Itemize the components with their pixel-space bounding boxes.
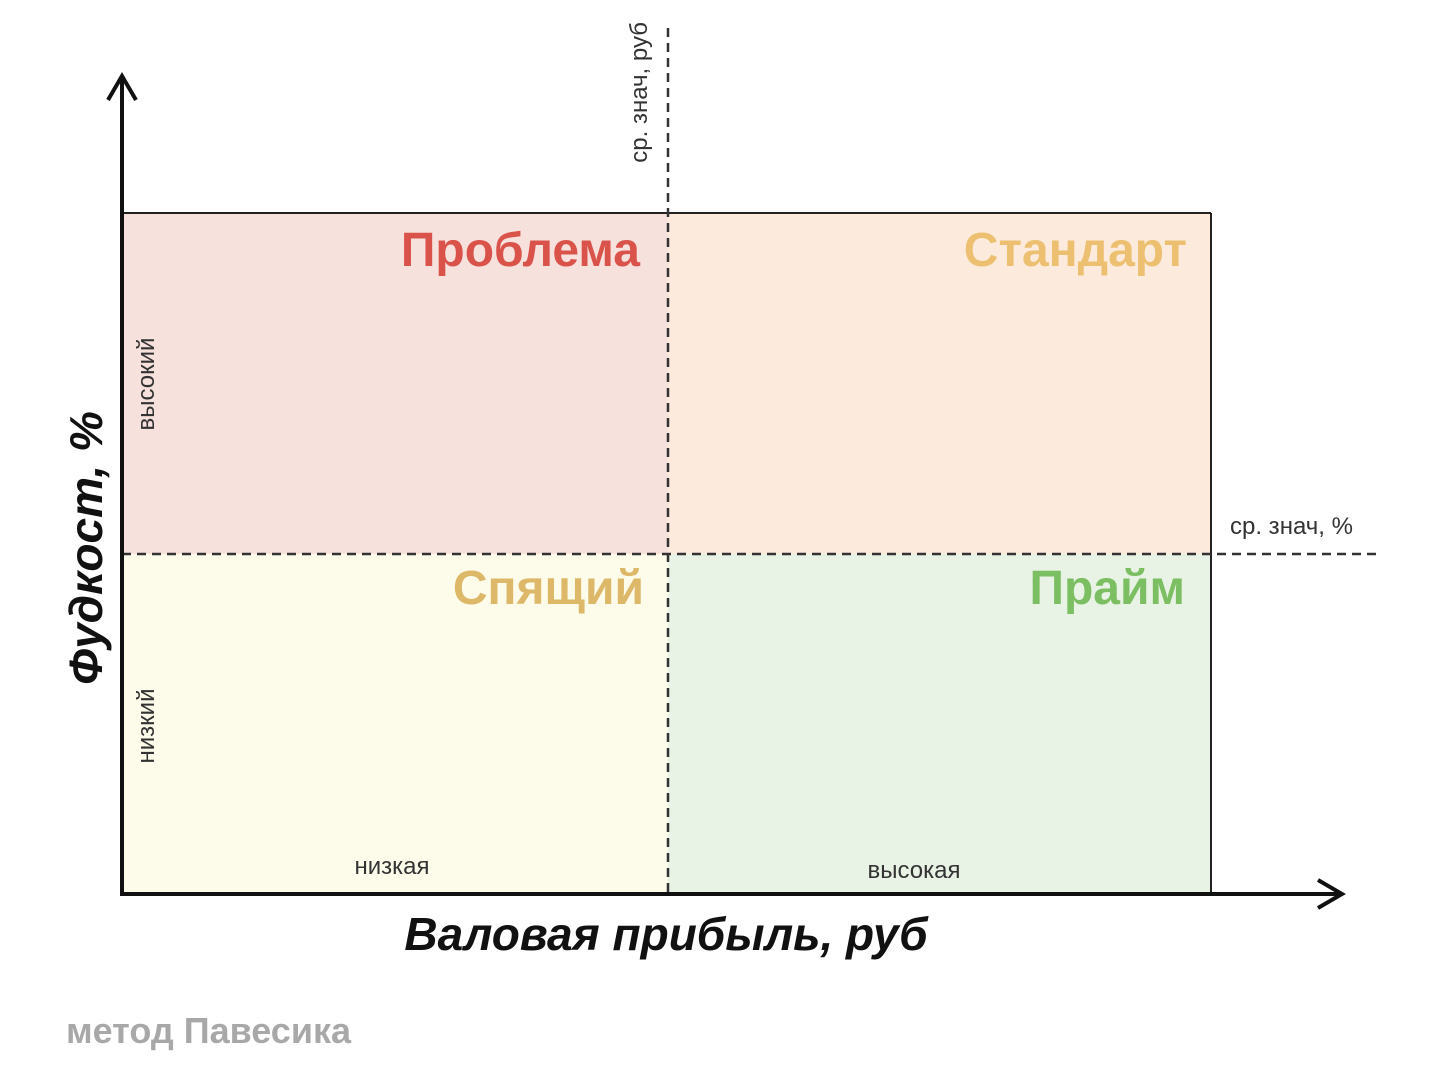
quadrant-title-problem: Проблема	[401, 224, 640, 277]
x-axis-arrowhead	[1316, 878, 1346, 910]
quadrant-title-standard: Стандарт	[964, 224, 1187, 277]
x-level-high-label: высокая	[868, 857, 961, 884]
quadrant-top-right	[668, 213, 1211, 554]
y-axis-arrowhead	[106, 72, 138, 102]
quadrant-title-prime: Прайм	[1029, 562, 1185, 615]
x-axis-title: Валовая прибыль, руб	[404, 908, 929, 960]
horizontal-divider-label: ср. знач, %	[1230, 513, 1353, 540]
y-level-low-label: низкий	[133, 689, 160, 764]
y-axis-title: Фудкост, %	[60, 411, 112, 685]
quadrant-top-left	[122, 213, 668, 554]
x-level-low-label: низкая	[354, 853, 429, 880]
method-caption: метод Павесика	[66, 1010, 352, 1051]
quadrant-title-sleeper: Спящий	[453, 562, 644, 615]
quadrant-bottom-left	[122, 554, 668, 894]
quadrant-bottom-right	[668, 554, 1211, 894]
y-level-high-label: высокий	[133, 338, 160, 431]
vertical-divider-label: ср. знач, руб	[626, 22, 653, 163]
